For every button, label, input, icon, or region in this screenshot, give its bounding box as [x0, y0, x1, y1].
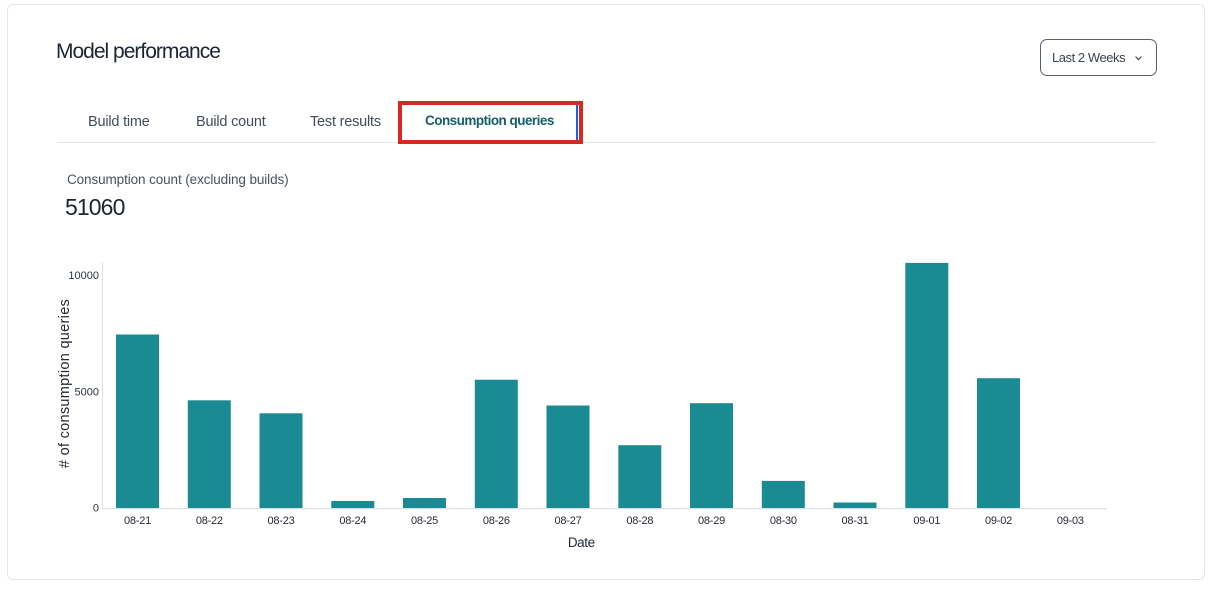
svg-text:09-01: 09-01 — [913, 515, 940, 527]
svg-text:08-22: 08-22 — [196, 515, 223, 527]
svg-text:08-27: 08-27 — [555, 515, 582, 527]
svg-text:08-24: 08-24 — [339, 515, 366, 527]
svg-text:0: 0 — [93, 503, 99, 515]
svg-text:# of consumption queries: # of consumption queries — [57, 299, 73, 468]
svg-text:08-30: 08-30 — [770, 515, 797, 527]
svg-text:08-26: 08-26 — [483, 515, 510, 527]
svg-text:08-23: 08-23 — [268, 515, 295, 527]
svg-text:08-31: 08-31 — [842, 515, 869, 527]
svg-text:09-02: 09-02 — [985, 515, 1012, 527]
svg-text:08-25: 08-25 — [411, 515, 438, 527]
svg-text:08-28: 08-28 — [626, 515, 653, 527]
svg-text:08-21: 08-21 — [124, 515, 151, 527]
svg-text:10000: 10000 — [68, 270, 99, 282]
svg-text:5000: 5000 — [75, 386, 99, 398]
svg-text:08-29: 08-29 — [698, 515, 725, 527]
svg-text:09-03: 09-03 — [1057, 515, 1084, 527]
svg-text:Date: Date — [568, 535, 595, 550]
